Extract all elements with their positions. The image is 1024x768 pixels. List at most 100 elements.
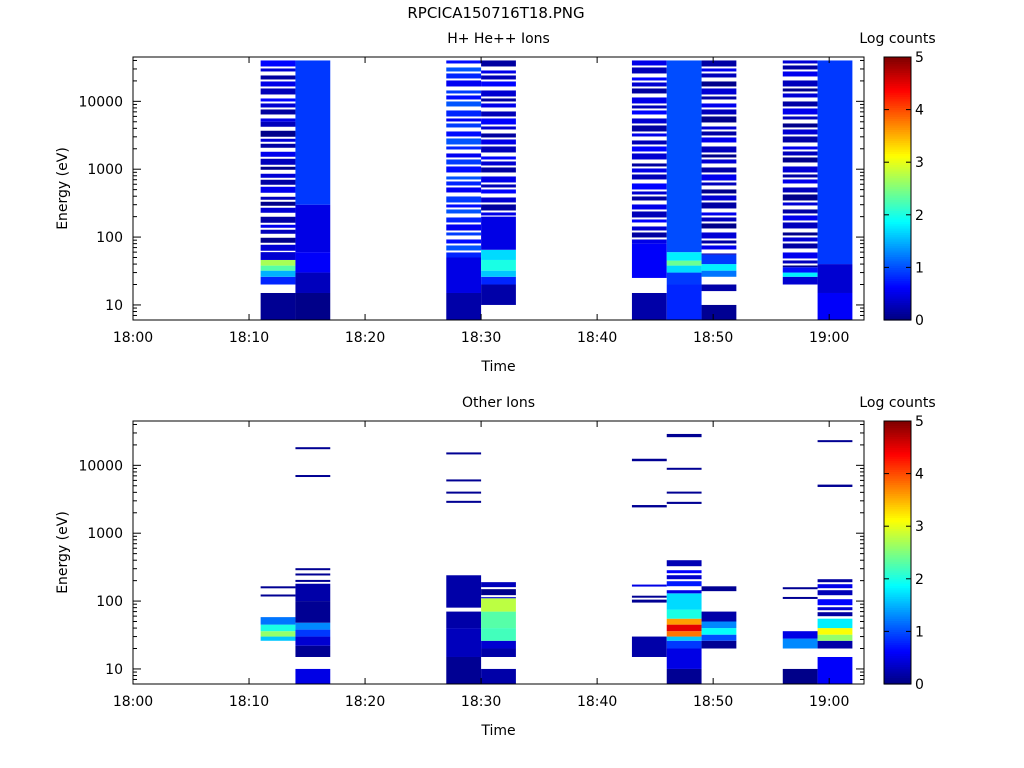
colorbar-swatch [884,521,911,525]
colorbar-swatch [884,287,911,290]
heatmap-cell [481,668,516,684]
heatmap-cell [260,196,296,200]
colorbar-swatch [884,245,911,249]
colorbar-swatch [884,317,911,321]
colorbar-swatch [884,477,911,481]
heatmap-cell [701,212,737,216]
x-tick-label: 19:00 [809,330,849,346]
heatmap-cell [701,131,737,136]
heatmap-cell [446,159,482,165]
colorbar-swatch [884,559,911,562]
heatmap-cell [295,579,331,582]
heatmap-cell [631,97,667,104]
colorbar-swatch [884,664,911,668]
colorbar-swatch [884,475,911,479]
heatmap-cell [295,204,331,253]
heatmap-cell [260,143,296,148]
heatmap-cell [631,292,667,320]
colorbar-swatch [884,122,911,126]
colorbar-swatch [884,295,911,299]
heatmap-cell [481,126,516,130]
colorbar-swatch [884,456,911,459]
colorbar-swatch [884,203,911,207]
heatmap-cell [666,648,702,669]
colorbar-swatch [884,181,911,185]
colorbar-swatch [884,504,911,508]
heatmap-cell [701,68,737,72]
colorbar-swatch [884,594,911,597]
colorbar-swatch [884,186,911,190]
colorbar-swatch [884,620,911,624]
heatmap-cell [631,636,667,657]
colorbar-swatch [884,212,911,216]
heatmap-cell [631,174,667,180]
colorbar-swatch [884,499,911,503]
heatmap-cell [446,239,482,244]
heatmap-cell [782,71,818,77]
heatmap-cell [260,118,296,122]
heatmap-cell [782,187,818,193]
heatmap-cell [701,88,737,95]
heatmap-cell [817,634,853,641]
x-axis-label: Time [480,723,515,739]
heatmap-cell [631,196,667,201]
heatmap-cell [631,163,667,167]
heatmap-cell [446,181,482,186]
heatmap-cell [481,640,516,649]
heatmap-cell [782,668,818,684]
y-tick-label: 10 [105,662,123,678]
colorbar-swatch [884,199,911,203]
colorbar-swatch [884,232,911,236]
colorbar-swatch [884,313,911,317]
heatmap-cell [701,81,737,87]
colorbar-swatch [884,280,911,284]
heatmap-cell [782,243,818,249]
heatmap-cell [701,270,737,277]
colorbar-swatch [884,113,911,117]
y-axis-label: Energy (eV) [55,511,71,594]
colorbar-tick-label: 3 [915,519,924,535]
colorbar-swatch [884,434,911,437]
heatmap-cell [631,118,667,124]
heatmap-cell [481,139,516,145]
heatmap-cell [481,197,516,203]
colorbar-swatch [884,622,911,626]
heatmap-cell [631,191,667,195]
colorbar-swatch [884,530,911,534]
heatmap-cell [295,645,331,657]
colorbar-swatch [884,81,911,84]
y-tick-label: 10000 [78,458,123,474]
heatmap-cell [446,224,482,231]
heatmap-cell [631,105,667,109]
heatmap-cell [446,628,482,657]
heatmap-cell [260,237,296,243]
heatmap-cell [701,116,737,123]
heatmap-cell [782,265,818,268]
heatmap-cell [446,67,482,72]
heatmap-cell [701,621,737,629]
colorbar-frame [883,56,912,321]
colorbar-swatch [884,495,911,499]
colorbar-swatch [884,591,911,595]
x-axis-label: Time [480,359,515,375]
colorbar-swatch [884,423,911,426]
heatmap-cell [701,202,737,209]
heatmap-cell [631,88,667,94]
heatmap-cell [446,292,482,320]
heatmap-cell [631,77,667,81]
heatmap-cell [701,640,737,649]
colorbar-swatch [884,175,911,179]
colorbar-swatch [884,273,911,277]
colorbar-swatch [884,613,911,617]
colorbar-swatch [884,230,911,233]
heatmap-cell [295,583,331,602]
heatmap-cell [782,194,818,201]
heatmap-cell [701,126,737,130]
heatmap-cell [666,60,702,253]
heatmap-cell [701,189,737,194]
colorbar-swatch [884,247,911,251]
colorbar-swatch [884,631,911,635]
heatmap-cell [446,209,482,214]
colorbar-swatch [884,589,911,593]
colorbar-swatch [884,168,911,172]
